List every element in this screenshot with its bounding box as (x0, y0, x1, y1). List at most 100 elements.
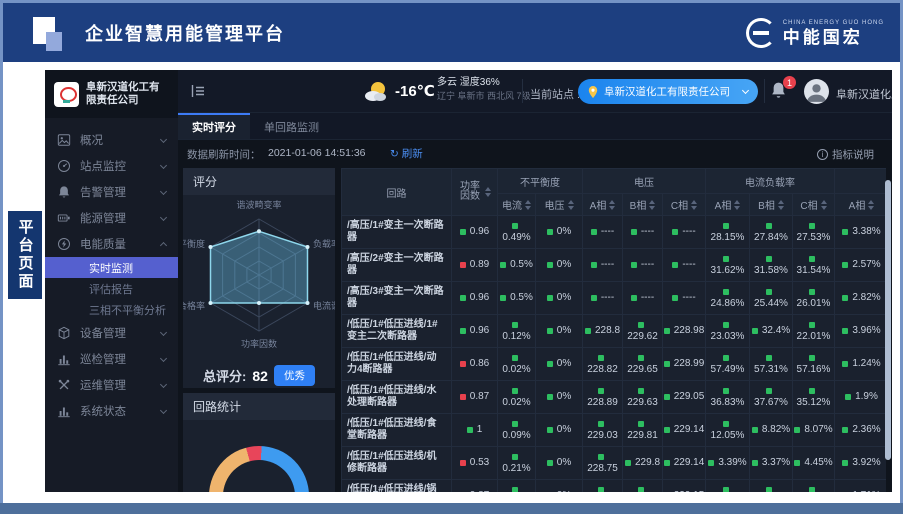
sidebar-subitem[interactable]: 实时监测 (45, 257, 178, 278)
status-dot (751, 426, 758, 433)
col-header-circuit: 回路 (341, 168, 452, 216)
sidebar-item-label: 设备管理 (80, 328, 126, 340)
circuit-name[interactable]: /低压/1#低压进线/锅炉断路器 (341, 479, 452, 492)
app-shell: 阜新汉道化工有限责任公司 概况 站点监控 告警管理 能源管理 电能质量 实时监测评估报告三… (45, 70, 892, 492)
status-dot (459, 360, 466, 367)
status-dot (511, 454, 518, 461)
sidebar-item-8[interactable]: 系统状态 (45, 398, 178, 424)
cube-icon (57, 326, 71, 340)
sort-icon[interactable] (567, 199, 574, 210)
circuit-name[interactable]: /高压/1#变主一次断路器 (341, 215, 452, 249)
brand-tagline: CHINA ENERGY GUO HONG (782, 19, 884, 26)
value-cell: 0% (535, 215, 583, 249)
table-row[interactable]: /低压/1#低压进线/动力4断路器 0.86 0.02% 0% 228.82 229.65… (341, 347, 886, 381)
station-select[interactable]: 阜新汉道化工有限责任公司 (578, 79, 758, 104)
table-row[interactable]: /低压/1#低压进线/水处理断路器 0.87 0.02% 0% 228.89 229.63… (341, 380, 886, 414)
bell-icon (57, 185, 71, 199)
weather-location: 辽宁 阜新市 西北风 7级 (437, 91, 531, 101)
sort-icon[interactable] (691, 199, 698, 210)
platform-logo (33, 12, 73, 54)
circuit-name[interactable]: /高压/2#变主一次断路器 (341, 248, 452, 282)
col-subheader[interactable]: A相 (582, 193, 623, 216)
value-cell: 24.86% (705, 281, 750, 315)
sort-icon[interactable] (609, 199, 616, 210)
col-subheader[interactable]: B相 (622, 193, 663, 216)
col-subheader[interactable]: C相 (792, 193, 835, 216)
status-dot (722, 322, 729, 329)
status-dot (794, 459, 801, 466)
table-row[interactable]: /低压/1#低压进线/锅炉断路器0.870.06%0%228.81229.832… (341, 479, 886, 492)
sort-icon[interactable] (525, 199, 531, 210)
sidebar-item-label: 运维管理 (80, 380, 126, 392)
circuit-name[interactable]: /低压/1#低压进线/1#变主二次断路器 (341, 314, 452, 348)
value-cell: 0.12% (497, 314, 536, 348)
vertical-scrollbar[interactable] (885, 180, 891, 460)
sort-icon[interactable] (820, 199, 827, 210)
col-subheader[interactable]: 电压 (535, 193, 583, 216)
col-subheader[interactable]: 电流 (497, 193, 536, 216)
col-subheader[interactable]: C相 (662, 193, 706, 216)
circuit-name[interactable]: /低压/1#低压进线/动力4断路器 (341, 347, 452, 381)
notification-badge: 1 (783, 76, 796, 89)
sidebar-item-6[interactable]: 巡检管理 (45, 346, 178, 372)
gauge-icon (57, 159, 71, 173)
sidebar-item-2[interactable]: 告警管理 (45, 179, 178, 205)
table-row[interactable]: /高压/3#变主一次断路器 0.96 0.5% 0% ---- ---- ---- 24.86… (341, 281, 886, 315)
table-row[interactable]: /低压/1#低压进线/食堂断路器 1 0.09% 0% 229.03 229.81 229.… (341, 413, 886, 447)
status-dot (630, 261, 637, 268)
refresh-button[interactable]: ↻ 刷新 (390, 148, 423, 160)
sidebar-item-3[interactable]: 能源管理 (45, 205, 178, 231)
sort-icon[interactable] (777, 199, 784, 210)
donut-chart (209, 446, 309, 492)
value-cell: 21.65% (705, 479, 750, 492)
grade-badge: 优秀 (273, 365, 315, 386)
status-dot (722, 223, 729, 230)
status-dot (546, 294, 553, 301)
value-cell: 0.96 (451, 281, 498, 315)
circuit-name[interactable]: /低压/1#低压进线/食堂断路器 (341, 413, 452, 447)
circuit-name[interactable]: /低压/1#低压进线/水处理断路器 (341, 380, 452, 414)
sort-icon[interactable] (649, 199, 656, 210)
notifications-bell[interactable]: 1 (770, 76, 796, 103)
station-label: 当前站点 : (530, 89, 581, 101)
avatar[interactable] (804, 79, 829, 104)
sidebar-subitem[interactable]: 评估报告 (89, 283, 133, 296)
tab-1[interactable]: 单回路监测 (264, 122, 319, 134)
status-dot (722, 355, 729, 362)
status-dot (459, 261, 466, 268)
value-cell: 229.03 (582, 413, 623, 447)
status-dot (842, 426, 849, 433)
sort-icon[interactable] (734, 199, 741, 210)
table-row[interactable]: /低压/1#低压进线/1#变主二次断路器 0.96 0.12% 0% 228.8 229.… (341, 314, 886, 348)
sidebar-item-4[interactable]: 电能质量 (45, 231, 178, 257)
sidebar-item-7[interactable]: 运维管理 (45, 372, 178, 398)
col-subheader[interactable]: B相 (749, 193, 793, 216)
value-cell: 0.87 (451, 479, 498, 492)
indicator-help-link[interactable]: i 指标说明 (817, 147, 874, 162)
value-cell: 25.96% (792, 479, 835, 492)
table-row[interactable]: /高压/2#变主一次断路器 0.89 0.5% 0% ---- ---- ---- 31.62… (341, 248, 886, 282)
sidebar-item-5[interactable]: 设备管理 (45, 320, 178, 346)
value-cell: ---- (662, 281, 706, 315)
col-subheader[interactable]: A相 (705, 193, 750, 216)
col-header-power-factor[interactable]: 功率因数 (451, 168, 498, 216)
collapse-sidebar-icon[interactable] (190, 83, 206, 99)
value-cell: 0% (535, 347, 583, 381)
col-subheader[interactable]: A相 (834, 193, 886, 216)
sidebar-item-1[interactable]: 站点监控 (45, 153, 178, 179)
weather-condition: 多云 湿度36% (437, 77, 500, 88)
value-cell: ---- (582, 281, 623, 315)
status-dot (630, 294, 637, 301)
table-row[interactable]: /低压/1#低压进线/机修断路器 0.53 0.21% 0% 228.75 229.8 22… (341, 446, 886, 480)
circuit-name[interactable]: /高压/3#变主一次断路器 (341, 281, 452, 315)
circuit-name[interactable]: /低压/1#低压进线/机修断路器 (341, 446, 452, 480)
status-dot (624, 459, 631, 466)
sort-icon[interactable] (868, 199, 875, 210)
sidebar-subitem[interactable]: 三相不平衡分析 (89, 304, 166, 317)
status-dot (637, 388, 644, 395)
sidebar-item-0[interactable]: 概况 (45, 127, 178, 153)
sort-icon[interactable] (485, 187, 491, 197)
table-row[interactable]: /高压/1#变主一次断路器 0.96 0.49% 0% ---- ---- ---- 28.1… (341, 215, 886, 249)
tab-0[interactable]: 实时评分 (178, 113, 250, 139)
value-cell: 2.57% (834, 248, 886, 282)
